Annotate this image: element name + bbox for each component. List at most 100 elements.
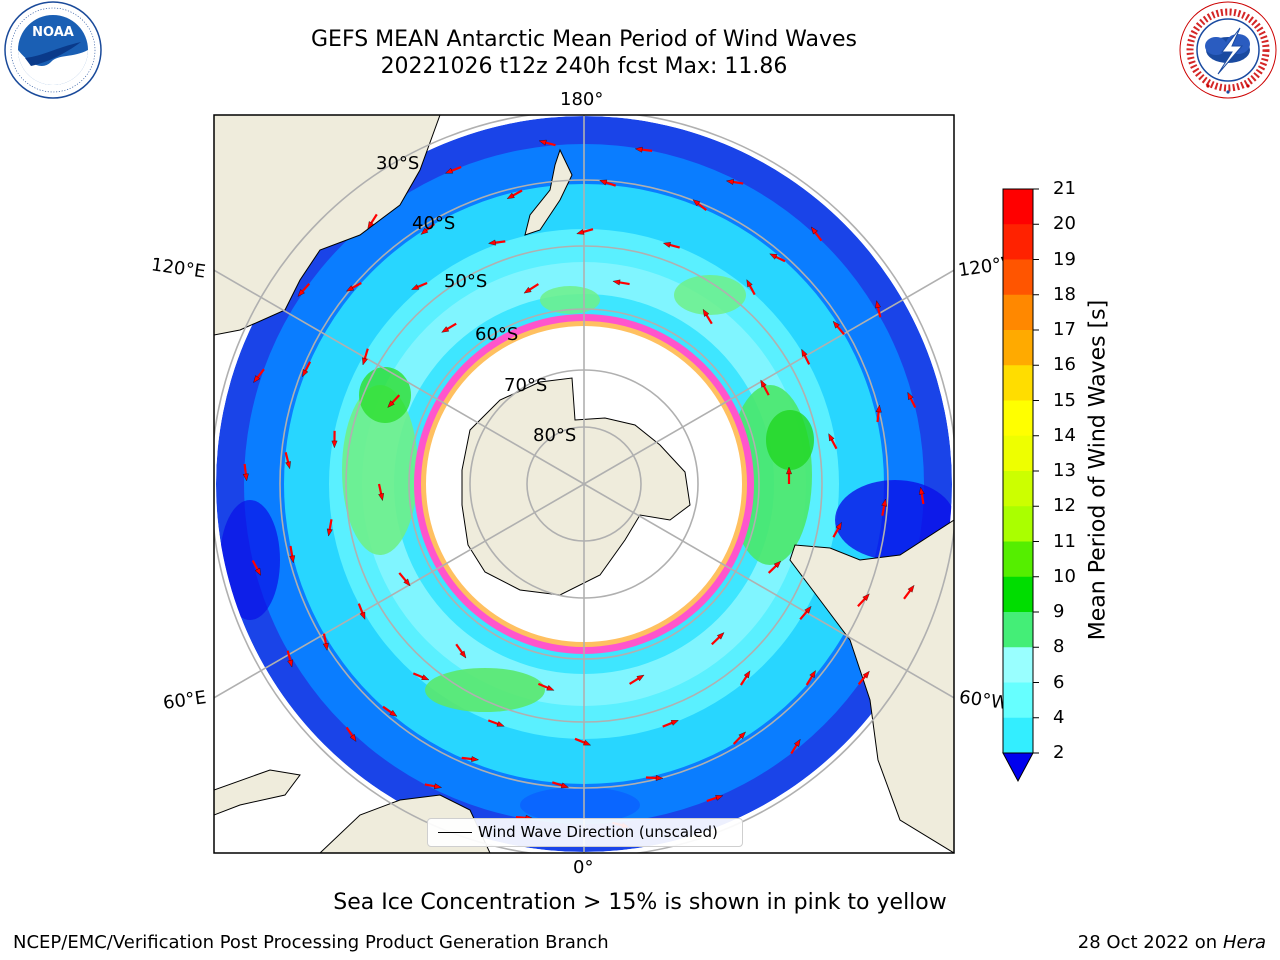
wind-wave-arrowhead [346,285,355,292]
colorbar-band [1003,576,1033,613]
footer-date-text: 28 Oct 2022 on [1077,932,1223,953]
wind-wave-arrowhead [725,179,734,185]
wind-wave-arrowhead [471,756,480,762]
lon-label-180: 180° [560,89,604,110]
colorbar-tick-label: 18 [1053,283,1076,305]
wind-wave-arrowhead [599,179,608,186]
wind-wave-arrowhead [811,226,818,235]
wind-wave-arrowhead [362,357,368,366]
footer-host: Hera [1222,932,1266,953]
new-zealand-landmass [524,148,573,236]
nws-logo [1179,1,1277,99]
colorbar-extend-arrow [1002,752,1034,783]
wind-wave-arrowhead [297,289,305,297]
wind-wave-arrowhead [907,584,915,593]
wind-wave-arrowhead [326,528,333,537]
wind-wave-arrows [242,139,925,829]
wind-wave-arrowhead [289,555,296,564]
colorbar-tick-label: 13 [1053,460,1076,481]
wind-wave-arrowhead [403,578,411,587]
wind-wave-arrowhead [538,139,547,146]
colorbar-band [1003,612,1033,648]
colorbar-tick-label: 12 [1053,495,1076,517]
wind-wave-arrowhead [862,593,870,601]
wind-wave-arrowhead [702,308,710,317]
wind-wave-arrowhead [760,379,767,388]
wind-wave-arrowhead [692,199,701,207]
wind-wave-arrowhead [253,375,261,383]
wind-wave-arrowhead [612,279,621,286]
wind-wave-arrowhead [445,167,454,174]
wind-wave-arrowhead [746,279,753,288]
wind-wave-arrowhead [794,738,801,747]
colorbar-tick-label: 19 [1053,248,1076,270]
wind-wave-arrowhead [322,642,329,651]
wind-wave-arrowhead [523,286,532,294]
colorbar-band [1003,717,1033,754]
wind-wave-arrowhead [421,674,430,681]
wind-wave-arrowhead [773,560,782,569]
wind-wave-arrowhead [389,709,398,717]
legend-line-swatch [438,832,472,833]
colorbar-tick-label: 6 [1053,671,1065,693]
colorbar-band [1003,435,1033,472]
colorbar-band [1003,365,1033,401]
wind-wave-arrowhead [367,221,374,230]
wind-wave-arrowhead [801,348,808,357]
lat-label-60s: 60°S [475,324,519,345]
wind-wave-arrowhead [411,284,420,290]
map-legend: Wind Wave Direction (unscaled) [427,818,743,847]
wind-wave-arrowhead [242,473,249,482]
wind-wave-arrowhead [378,493,384,502]
chart-title: GEFS MEAN Antarctic Mean Period of Wind … [311,27,857,52]
wind-wave-arrowhead [583,739,592,746]
colorbar-band [1003,506,1033,542]
wind-wave-arrowhead [670,720,679,726]
wind-wave-arrowhead [634,146,643,153]
graticule [214,115,954,853]
wind-wave-arrowhead [662,242,671,248]
madagascar-landmass [214,769,301,816]
chart-subtitle: 20221026 t12z 240h fcst Max: 11.86 [380,54,788,79]
colorbar-band [1003,294,1033,331]
wind-wave-arrowhead [576,229,585,235]
colorbar-band [1003,682,1033,719]
wind-wave-arrowhead [875,404,882,413]
colorbar-tick-label: 15 [1053,389,1076,411]
wind-wave-arrowhead [907,391,914,401]
colorbar-tick-label: 16 [1053,354,1076,376]
wind-wave-arrowhead [636,674,645,682]
south-america-landmass [789,519,954,853]
wind-wave-arrowhead [804,605,812,614]
colorbar-tick-label: 2 [1053,742,1065,763]
wind-wave-arrowhead [716,632,725,640]
wind-wave-arrowhead [918,486,925,495]
wind-wave-arrowhead [881,498,888,507]
sea-ice-note: Sea Ice Concentration > 15% is shown in … [333,890,947,915]
colorbar-tick-label: 20 [1053,213,1076,235]
colorbar [1002,188,1039,783]
wind-wave-arrowhead [738,731,746,739]
lat-label-80s: 80°S [533,425,577,446]
colorbar-tick-label: 14 [1053,424,1076,446]
wind-wave-arrowhead [786,466,792,475]
map-frame [213,114,955,854]
footer-date: 28 Oct 2022 on Hera [1078,932,1266,953]
colorbar-tick-label: 17 [1053,319,1076,340]
wind-wave-arrowhead [349,734,357,742]
wind-wave-arrowhead [832,320,840,329]
lat-label-30s: 30°S [376,153,420,174]
wind-wave-arrowhead [546,685,555,691]
wind-wave-arrowhead [359,611,366,620]
colorbar-band [1003,400,1033,437]
colorbar-band [1003,224,1033,260]
wind-wave-arrowhead [459,650,467,659]
colorbar-band [1003,330,1033,366]
wind-wave-arrowhead [441,326,450,333]
colorbar-band [1003,541,1033,578]
wind-wave-arrowhead [862,670,870,679]
wind-wave-arrowhead [875,300,881,309]
colorbar-tick-label: 10 [1053,565,1076,587]
colorbar-tick-label: 8 [1053,636,1065,658]
